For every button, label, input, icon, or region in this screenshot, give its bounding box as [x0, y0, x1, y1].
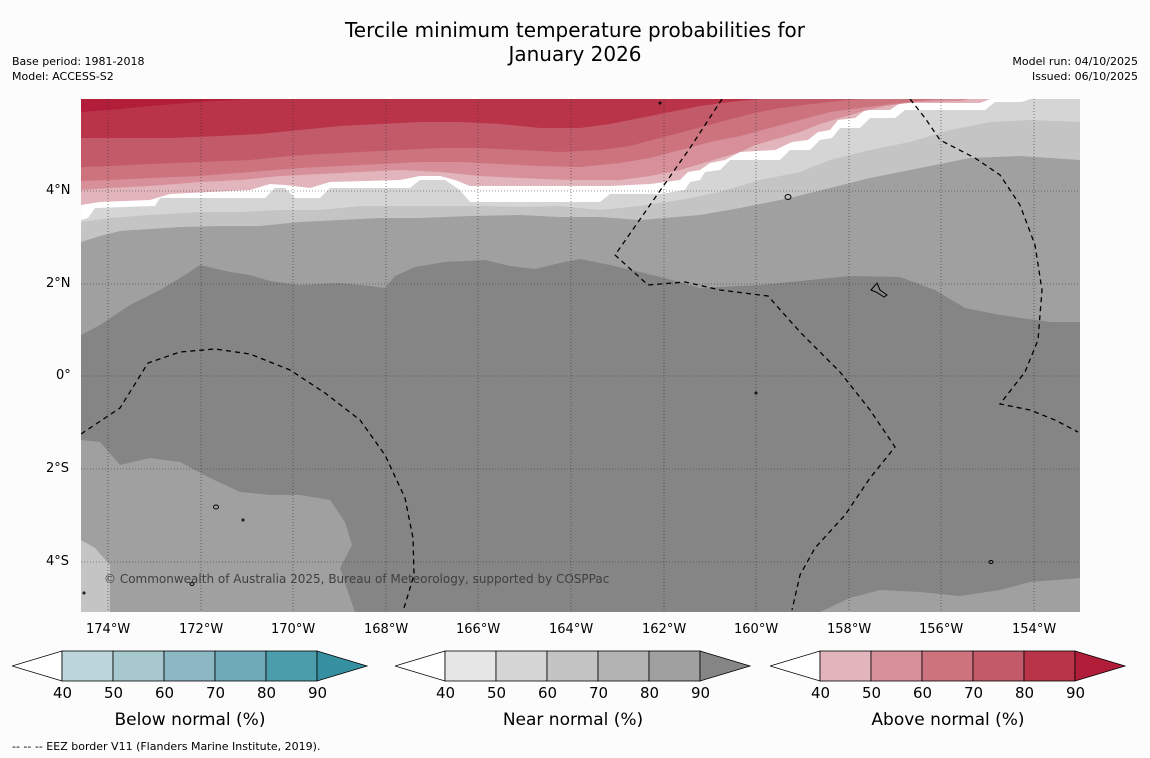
- copyright-text: © Commonwealth of Australia 2025, Bureau…: [104, 572, 610, 586]
- island-6: [754, 391, 758, 395]
- colorbar-near-swatches: [393, 650, 752, 682]
- cb-near-tick-90: 90: [691, 684, 711, 702]
- cb-below-seg-1: [61, 650, 114, 682]
- cb-near-arrow-low: [393, 650, 446, 682]
- cb-below-seg-4: [214, 650, 267, 682]
- lat-label-2n: 2°N: [46, 276, 71, 291]
- island-3: [241, 518, 245, 522]
- contour-near-80-south: [81, 440, 355, 612]
- island-5: [988, 560, 994, 564]
- cb-above-seg-4: [972, 650, 1025, 682]
- island-1: [784, 194, 792, 200]
- cb-below-tick-80: 80: [257, 684, 277, 702]
- cb-near-seg-5: [648, 650, 701, 682]
- title-line1: Tercile minimum temperature probabilitie…: [344, 18, 806, 42]
- cb-above-label: Above normal (%): [871, 710, 1025, 730]
- lon-label-154w: 154°W: [1012, 622, 1057, 637]
- cb-below-tick-40: 40: [53, 684, 73, 702]
- lat-label-4s: 4°S: [46, 554, 70, 569]
- meta-left: Base period: 1981-2018 Model: ACCESS-S2: [12, 54, 144, 84]
- island-4: [189, 582, 195, 586]
- lon-label-160w: 160°W: [734, 622, 779, 637]
- model-run: Model run: 04/10/2025: [1012, 55, 1138, 68]
- cb-above-tick-70: 70: [964, 684, 984, 702]
- cb-above-tick-50: 50: [862, 684, 882, 702]
- island-kiritimati: [870, 282, 888, 298]
- lon-label-170w: 170°W: [271, 622, 316, 637]
- title-line2: January 2026: [508, 42, 642, 66]
- lat-label-4n: 4°N: [46, 183, 71, 198]
- colorbar-below: 40 50 60 70 80 90 Below normal (%): [10, 650, 369, 740]
- cb-above-tick-90: 90: [1066, 684, 1086, 702]
- map-contours: [81, 99, 1080, 612]
- map-title: Tercile minimum temperature probabilitie…: [0, 18, 1150, 66]
- island-8: [658, 101, 662, 105]
- cb-near-arrow-high: [699, 650, 752, 682]
- cb-below-seg-5: [265, 650, 318, 682]
- meta-right: Model run: 04/10/2025 Issued: 06/10/2025: [1012, 54, 1138, 84]
- cb-above-tick-40: 40: [811, 684, 831, 702]
- islands: [82, 101, 994, 595]
- cb-below-seg-2: [112, 650, 165, 682]
- cb-above-tick-60: 60: [913, 684, 933, 702]
- eez-border-east: [909, 99, 1079, 433]
- cb-below-tick-70: 70: [206, 684, 226, 702]
- cb-above-arrow-low: [768, 650, 821, 682]
- colorbar-below-swatches: [10, 650, 369, 682]
- cb-above-arrow-high: [1074, 650, 1127, 682]
- lon-label-158w: 158°W: [827, 622, 872, 637]
- island-7: [82, 591, 86, 595]
- model-name: Model: ACCESS-S2: [12, 70, 114, 83]
- cb-near-seg-3: [546, 650, 599, 682]
- cb-below-tick-90: 90: [308, 684, 328, 702]
- cb-near-tick-50: 50: [487, 684, 507, 702]
- lon-label-168w: 168°W: [364, 622, 409, 637]
- lat-label-0: 0°: [56, 368, 71, 383]
- eez-footnote: -- -- -- EEZ border V11 (Flanders Marine…: [12, 740, 321, 753]
- eez-borders: [81, 99, 1079, 611]
- lon-label-174w: 174°W: [86, 622, 131, 637]
- cb-near-tick-70: 70: [589, 684, 609, 702]
- cb-above-seg-2: [870, 650, 923, 682]
- cb-below-tick-60: 60: [155, 684, 175, 702]
- colorbar-near: 40 50 60 70 80 90 Near normal (%): [393, 650, 752, 740]
- colorbar-above-swatches: [768, 650, 1127, 682]
- cb-near-seg-1: [444, 650, 497, 682]
- lat-label-2s: 2°S: [46, 461, 70, 476]
- contour-near-70-southwest: [81, 540, 110, 612]
- colorbar-above: 40 50 60 70 80 90 Above normal (%): [768, 650, 1127, 740]
- cb-above-seg-1: [819, 650, 872, 682]
- base-period: Base period: 1981-2018: [12, 55, 145, 68]
- cb-below-arrow-low: [10, 650, 63, 682]
- cb-near-tick-80: 80: [640, 684, 660, 702]
- lon-label-164w: 164°W: [549, 622, 594, 637]
- lon-label-162w: 162°W: [642, 622, 687, 637]
- cb-above-tick-80: 80: [1015, 684, 1035, 702]
- contour-above-max: [81, 99, 250, 112]
- cb-near-seg-2: [495, 650, 548, 682]
- cb-below-arrow-high: [316, 650, 369, 682]
- lon-label-172w: 172°W: [179, 622, 224, 637]
- contour-above-90: [81, 99, 760, 138]
- lon-label-166w: 166°W: [456, 622, 501, 637]
- cb-near-tick-60: 60: [538, 684, 558, 702]
- island-2: [213, 504, 219, 510]
- contour-near-80-southeast: [820, 578, 1080, 612]
- cb-near-label: Near normal (%): [502, 710, 644, 730]
- cb-near-tick-40: 40: [436, 684, 456, 702]
- eez-border-central: [614, 99, 896, 611]
- cb-above-seg-5: [1023, 650, 1076, 682]
- cb-near-seg-4: [597, 650, 650, 682]
- cb-below-seg-3: [163, 650, 216, 682]
- lon-label-156w: 156°W: [919, 622, 964, 637]
- cb-below-tick-50: 50: [104, 684, 124, 702]
- cb-above-seg-3: [921, 650, 974, 682]
- issued-date: Issued: 06/10/2025: [1031, 70, 1138, 83]
- cb-below-label: Below normal (%): [114, 710, 266, 730]
